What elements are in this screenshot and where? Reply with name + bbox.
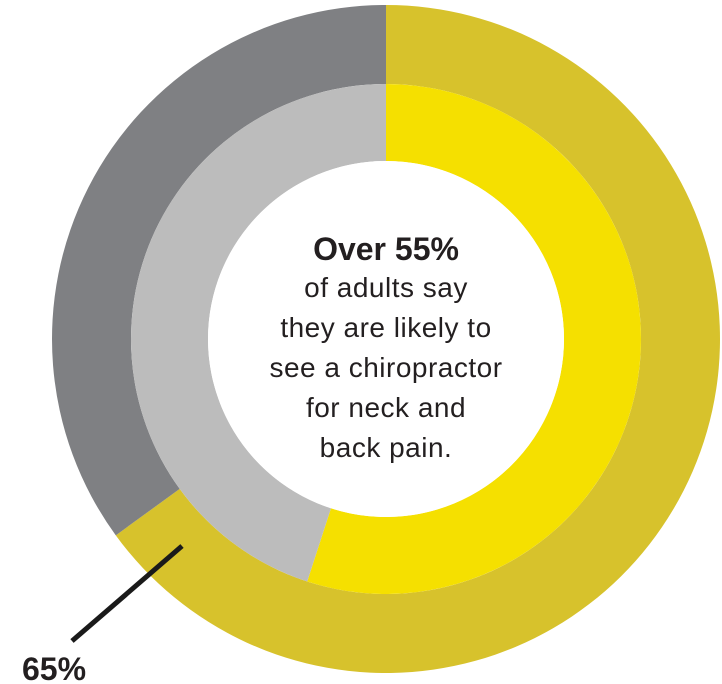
headline-stat: Over 55%	[313, 231, 459, 267]
callout-leader-line	[70, 544, 184, 643]
caption-line-2: they are likely to	[280, 312, 492, 343]
caption-line-1: of adults say	[304, 272, 468, 303]
outer-ring-segment-2	[51, 5, 386, 536]
inner-ring-segment-1	[307, 84, 641, 594]
caption-line-4: for neck and	[305, 392, 467, 423]
center-caption: Over 55% of adults say they are likely t…	[206, 230, 566, 468]
callout-label-65: 65%	[22, 651, 86, 684]
caption-line-5: back pain.	[319, 432, 453, 463]
center-disc	[208, 161, 564, 517]
caption-line-3: see a chiropractor	[269, 352, 503, 383]
inner-ring-segment-2	[130, 84, 386, 582]
inner-ring	[130, 84, 641, 594]
outer-ring	[51, 5, 720, 673]
